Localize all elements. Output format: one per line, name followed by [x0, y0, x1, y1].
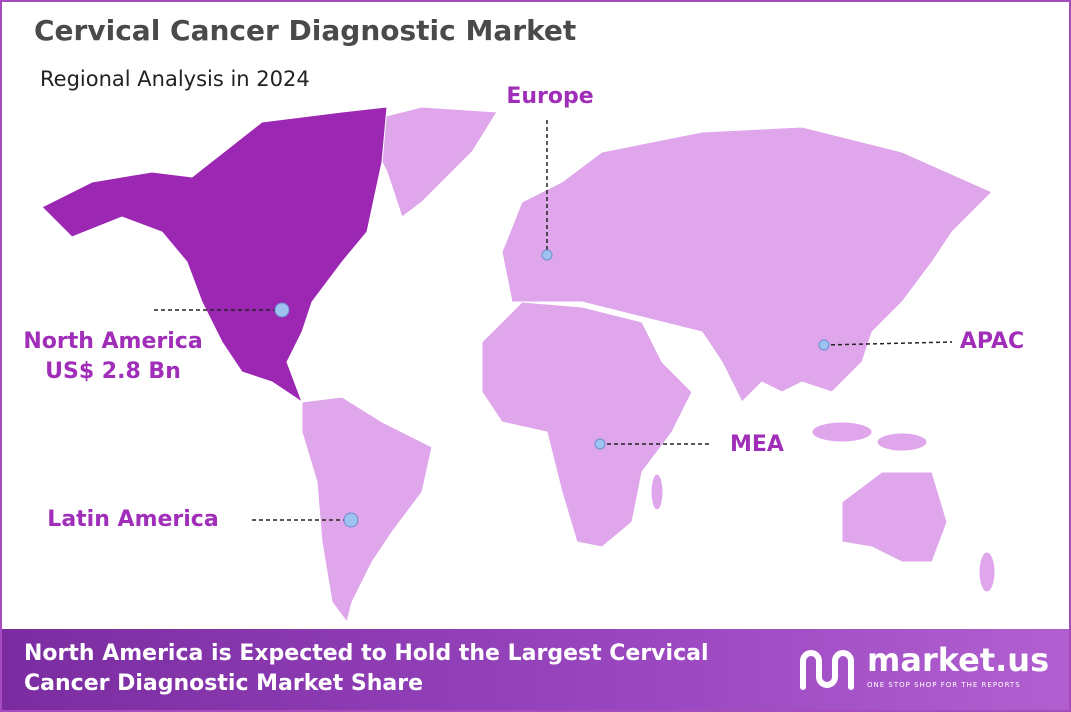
- logo: [800, 650, 854, 690]
- marker: [274, 302, 290, 318]
- island: [876, 432, 928, 452]
- leaders: [154, 120, 953, 521]
- marker: [343, 512, 359, 528]
- greenland: [361, 106, 498, 218]
- region-label: North America: [23, 329, 202, 354]
- eurasia: [501, 126, 993, 403]
- region-value: US$ 2.8 Bn: [45, 359, 181, 384]
- region-label: APAC: [960, 329, 1024, 354]
- south-america: [301, 396, 433, 624]
- australia: [841, 471, 948, 563]
- island: [650, 473, 664, 511]
- title: Cervical Cancer Diagnostic Market: [34, 14, 576, 47]
- africa: [481, 301, 693, 548]
- marker: [818, 339, 830, 351]
- footer-text: North America is Expected to Hold the La…: [24, 641, 709, 696]
- region-label: Latin America: [47, 507, 218, 532]
- footer: North America is Expected to Hold the La…: [2, 629, 1069, 710]
- island: [811, 421, 873, 443]
- tagline: ONE STOP SHOP FOR THE REPORTS: [867, 681, 1021, 689]
- subtitle: Regional Analysis in 2024: [40, 67, 310, 91]
- island: [978, 551, 996, 593]
- leader-line: [823, 341, 953, 346]
- marker: [594, 438, 606, 450]
- map: Cervical Cancer Diagnostic Market Region…: [23, 14, 1024, 624]
- region-label: Europe: [506, 84, 593, 109]
- continents: [301, 106, 996, 624]
- region-label: MEA: [730, 432, 784, 457]
- marker: [541, 249, 553, 261]
- brand: market.us: [867, 641, 1050, 679]
- markers: [274, 249, 830, 528]
- north-america: [41, 106, 388, 404]
